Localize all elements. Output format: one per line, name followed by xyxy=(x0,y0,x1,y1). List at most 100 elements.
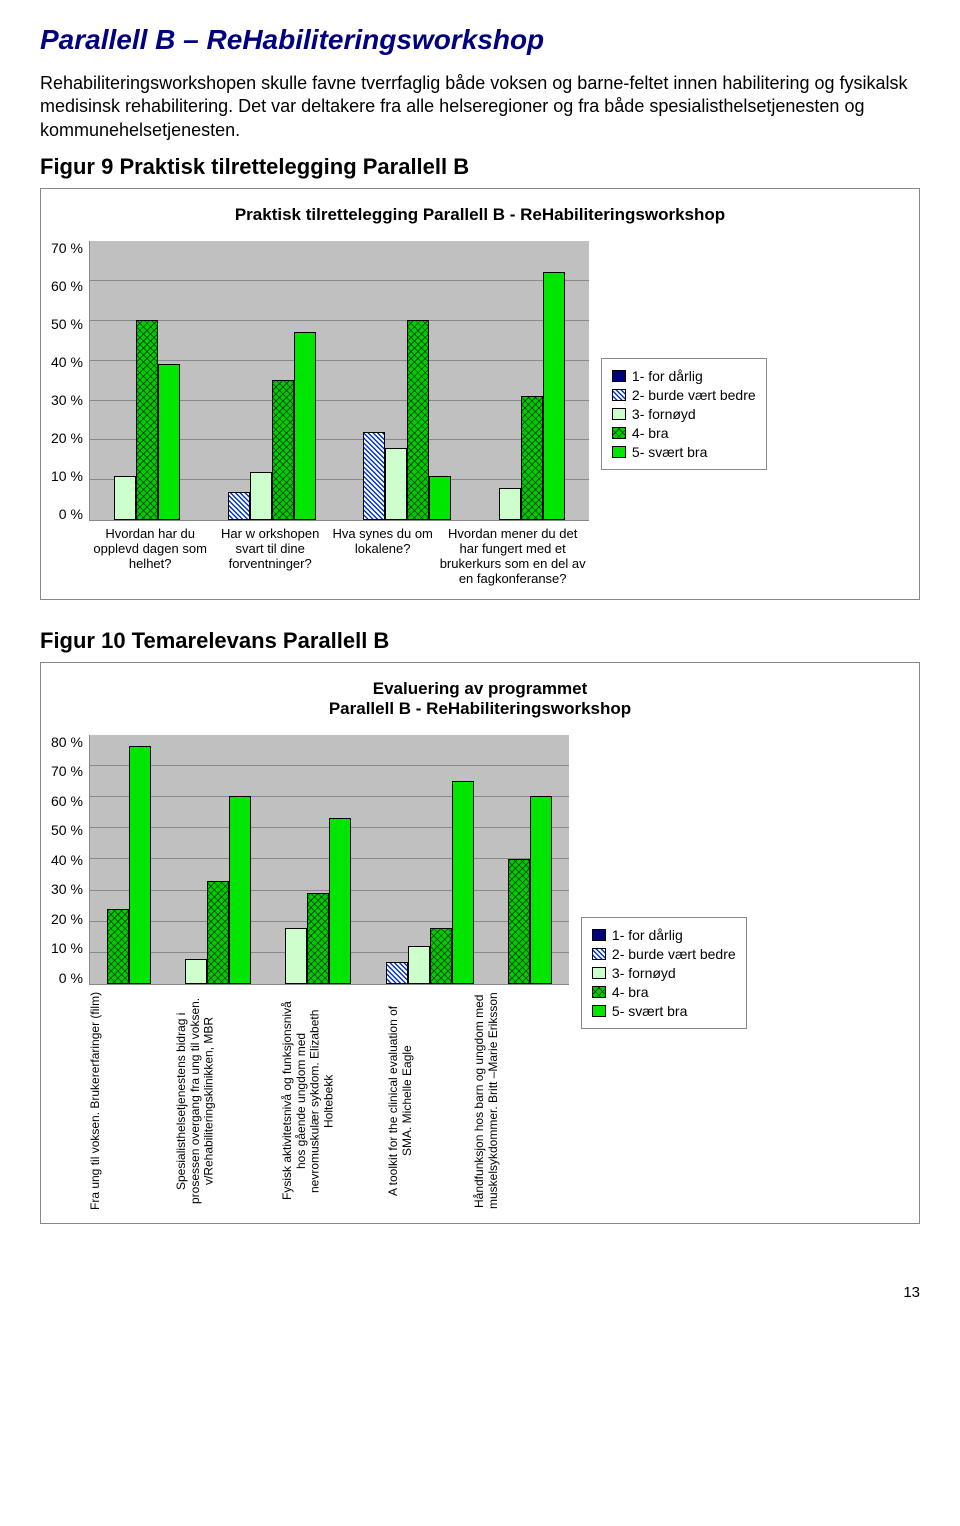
legend-item: 3- fornøyd xyxy=(612,406,756,422)
legend-label: 5- svært bra xyxy=(632,444,707,460)
bar xyxy=(272,380,294,520)
y-tick: 40 % xyxy=(51,853,83,867)
bar xyxy=(408,946,430,984)
bar-group xyxy=(228,332,316,520)
bar xyxy=(107,909,129,984)
bar xyxy=(385,448,407,520)
bar xyxy=(307,893,329,984)
bar xyxy=(228,492,250,520)
legend-swatch xyxy=(612,427,626,439)
legend-item: 4- bra xyxy=(612,425,756,441)
x-label: Hvordan mener du det har fungert med et … xyxy=(438,527,588,587)
legend-label: 1- for dårlig xyxy=(612,927,683,943)
bar xyxy=(407,320,429,520)
bar xyxy=(229,796,251,984)
x-label: Fra ung til voksen. Brukererfaringer (fi… xyxy=(89,991,174,1211)
legend-item: 2- burde vært bedre xyxy=(592,946,736,962)
x-label: A toolkit for the clinical evaluation of… xyxy=(387,991,472,1211)
legend-label: 4- bra xyxy=(612,984,649,1000)
bar-group xyxy=(285,818,351,984)
x-label: Håndfunksjon hos barn og ungdom med musk… xyxy=(473,991,568,1211)
x-label: Spesialisthelsetjenestens bidrag i prose… xyxy=(175,991,280,1211)
bar xyxy=(543,272,565,520)
y-tick: 70 % xyxy=(51,241,83,255)
bar xyxy=(363,432,385,520)
legend-label: 2- burde vært bedre xyxy=(612,946,736,962)
figure9-heading: Figur 9 Praktisk tilrettelegging Paralle… xyxy=(40,154,920,180)
legend-swatch xyxy=(592,948,606,960)
y-tick: 50 % xyxy=(51,317,83,331)
legend-item: 1- for dårlig xyxy=(592,927,736,943)
figure10-title: Evaluering av programmetParallell B - Re… xyxy=(51,679,909,719)
legend-item: 3- fornøyd xyxy=(592,965,736,981)
figure10-heading: Figur 10 Temarelevans Parallell B xyxy=(40,628,920,654)
legend-item: 1- for dårlig xyxy=(612,368,756,384)
x-label: Fysisk aktivitetsnivå og funksjonsnivå h… xyxy=(281,991,386,1211)
legend-label: 3- fornøyd xyxy=(632,406,696,422)
y-tick: 40 % xyxy=(51,355,83,369)
y-tick: 60 % xyxy=(51,279,83,293)
legend-swatch xyxy=(592,929,606,941)
bar-group xyxy=(114,320,180,520)
bar xyxy=(430,928,452,984)
page-title: Parallell B – ReHabiliteringsworkshop xyxy=(40,24,920,56)
bar xyxy=(508,859,530,984)
intro-text: Rehabiliteringsworkshopen skulle favne t… xyxy=(40,72,920,142)
legend-swatch xyxy=(592,1005,606,1017)
legend-swatch xyxy=(612,370,626,382)
legend-item: 5- svært bra xyxy=(612,444,756,460)
bar xyxy=(530,796,552,984)
y-tick: 30 % xyxy=(51,393,83,407)
x-label: Hva synes du om lokalene? xyxy=(330,527,435,587)
y-tick: 20 % xyxy=(51,912,83,926)
y-tick: 80 % xyxy=(51,735,83,749)
figure10-legend: 1- for dårlig 2- burde vært bedre 3- fornø… xyxy=(581,917,747,1029)
bar xyxy=(114,476,136,520)
legend-swatch xyxy=(612,389,626,401)
y-tick: 10 % xyxy=(51,469,83,483)
y-tick: 60 % xyxy=(51,794,83,808)
bar xyxy=(521,396,543,520)
legend-item: 2- burde vært bedre xyxy=(612,387,756,403)
figure9-title: Praktisk tilrettelegging Parallell B - R… xyxy=(51,205,909,225)
legend-label: 2- burde vært bedre xyxy=(632,387,756,403)
figure10-chart: Evaluering av programmetParallell B - Re… xyxy=(40,662,920,1224)
bar xyxy=(294,332,316,520)
bar xyxy=(207,881,229,984)
bar-group xyxy=(386,781,474,984)
bar-group xyxy=(107,746,151,984)
bar xyxy=(136,320,158,520)
bar-group xyxy=(185,796,251,984)
y-tick: 50 % xyxy=(51,823,83,837)
bar-group xyxy=(499,272,565,520)
legend-swatch xyxy=(612,446,626,458)
bar xyxy=(386,962,408,984)
page-number: 13 xyxy=(40,1284,920,1301)
bar xyxy=(452,781,474,984)
legend-label: 1- for dårlig xyxy=(632,368,703,384)
legend-swatch xyxy=(592,967,606,979)
bar xyxy=(158,364,180,520)
y-tick: 30 % xyxy=(51,882,83,896)
legend-label: 4- bra xyxy=(632,425,669,441)
figure9-chart: Praktisk tilrettelegging Parallell B - R… xyxy=(40,188,920,600)
x-label: Har w orkshopen svart til dine forventni… xyxy=(213,527,328,587)
y-tick: 0 % xyxy=(59,507,83,521)
y-tick: 70 % xyxy=(51,764,83,778)
figure9-legend: 1- for dårlig 2- burde vært bedre 3- fornø… xyxy=(601,358,767,470)
bar xyxy=(129,746,151,984)
bar-group xyxy=(508,796,552,984)
y-tick: 10 % xyxy=(51,941,83,955)
legend-item: 4- bra xyxy=(592,984,736,1000)
bar xyxy=(499,488,521,520)
bar xyxy=(185,959,207,984)
legend-swatch xyxy=(592,986,606,998)
y-tick: 20 % xyxy=(51,431,83,445)
legend-swatch xyxy=(612,408,626,420)
legend-item: 5- svært bra xyxy=(592,1003,736,1019)
bar-group xyxy=(363,320,451,520)
y-tick: 0 % xyxy=(59,971,83,985)
legend-label: 3- fornøyd xyxy=(612,965,676,981)
legend-label: 5- svært bra xyxy=(612,1003,687,1019)
bar xyxy=(329,818,351,984)
